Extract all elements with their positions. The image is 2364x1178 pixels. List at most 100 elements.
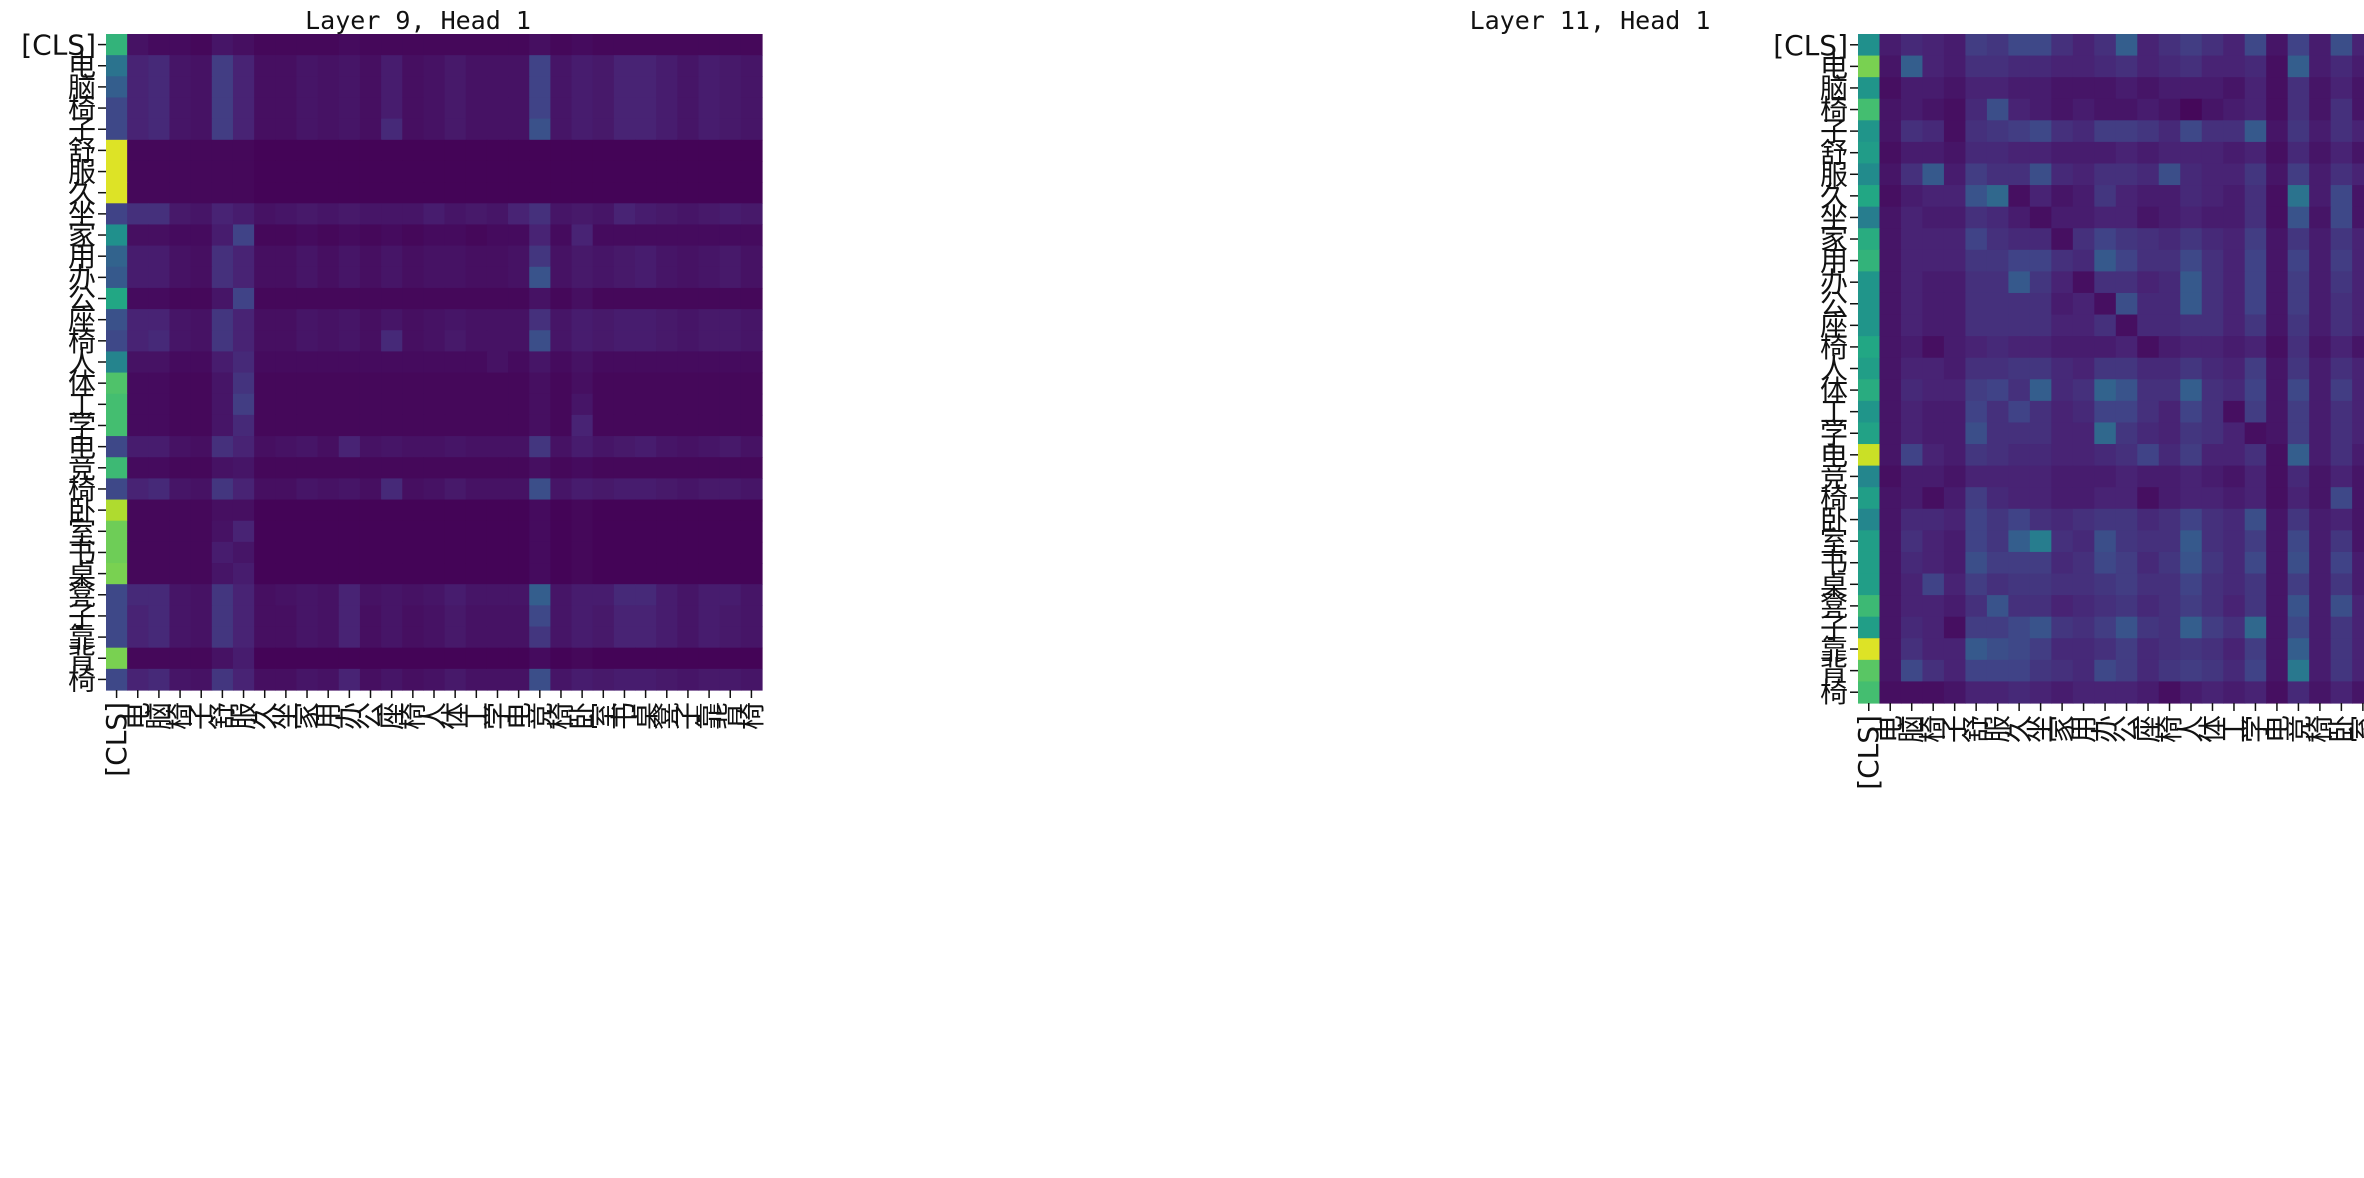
heatmap-cell xyxy=(1922,422,1945,445)
heatmap-cell xyxy=(592,309,615,331)
heatmap-cell xyxy=(2029,141,2052,165)
heatmap-cell xyxy=(1900,120,1924,143)
heatmap-cell xyxy=(2072,34,2095,57)
heatmap-cell xyxy=(2201,573,2224,596)
heatmap-cell xyxy=(719,372,742,395)
heatmap-cell xyxy=(2287,34,2310,57)
heatmap-cell xyxy=(656,224,678,247)
y-tick-label: 卧 xyxy=(1820,504,1848,537)
heatmap-cell xyxy=(169,563,192,585)
heatmap-cell xyxy=(381,584,403,606)
heatmap-cell xyxy=(592,118,615,141)
heatmap-cell xyxy=(2244,185,2267,208)
x-tick-label: 凳 xyxy=(650,702,683,730)
heatmap-cell xyxy=(550,668,573,691)
heatmap-cell xyxy=(529,139,551,162)
heatmap-cell xyxy=(465,584,488,606)
heatmap-cell xyxy=(2029,206,2052,229)
heatmap-cell xyxy=(656,499,678,522)
x-tick-label: 体 xyxy=(2196,715,2229,743)
heatmap-cell xyxy=(677,266,700,289)
heatmap-cell xyxy=(1858,77,1881,100)
heatmap-cell xyxy=(2330,163,2353,186)
heatmap-cell xyxy=(148,76,171,99)
heatmap-cell xyxy=(381,605,403,628)
heatmap-cell xyxy=(1922,206,1945,229)
heatmap-cell xyxy=(444,266,467,289)
heatmap-cell xyxy=(402,203,425,226)
heatmap-cell xyxy=(106,34,128,56)
y-tick-label: 体 xyxy=(68,367,96,400)
heatmap-cell xyxy=(2309,314,2332,337)
heatmap-cell xyxy=(190,457,213,479)
heatmap-cell xyxy=(2330,249,2353,272)
heatmap-cell xyxy=(2266,120,2289,143)
heatmap-cell xyxy=(1943,314,1967,337)
heatmap-cell xyxy=(2223,487,2246,510)
heatmap-cell xyxy=(486,626,509,649)
heatmap-cell xyxy=(2330,638,2353,661)
heatmap-cell xyxy=(2094,616,2117,639)
heatmap-cell xyxy=(1943,292,1967,316)
heatmap-cell xyxy=(1900,616,1924,639)
heatmap-cell xyxy=(2137,681,2160,704)
heatmap-cell xyxy=(592,139,615,162)
heatmap-cell xyxy=(1986,551,2009,575)
heatmap-cell xyxy=(2266,422,2289,445)
heatmap-cell xyxy=(359,393,382,416)
heatmap-cell xyxy=(656,139,678,162)
heatmap-cell xyxy=(381,563,403,585)
heatmap-cell xyxy=(2309,120,2332,143)
heatmap-cell xyxy=(508,203,530,226)
heatmap-cell xyxy=(635,393,657,416)
heatmap-cell xyxy=(635,287,657,310)
heatmap-cell xyxy=(338,499,361,522)
heatmap-cell xyxy=(529,647,551,670)
heatmap-cell xyxy=(486,118,509,141)
heatmap-cell xyxy=(1922,465,1945,488)
heatmap-cell xyxy=(1986,163,2009,186)
heatmap-cell xyxy=(211,668,234,691)
heatmap-cell xyxy=(465,626,488,649)
heatmap-cell xyxy=(2008,357,2031,380)
heatmap-cell xyxy=(2094,163,2117,186)
heatmap-cell xyxy=(2244,530,2267,553)
heatmap-cell xyxy=(254,372,276,395)
heatmap-cell xyxy=(2008,163,2031,186)
heatmap-cell xyxy=(2266,336,2289,359)
heatmap-cell xyxy=(127,139,149,162)
x-tick-label: 卧 xyxy=(2325,715,2358,743)
heatmap-cell xyxy=(2180,185,2203,208)
heatmap-cell xyxy=(2029,249,2052,272)
heatmap-cell xyxy=(317,584,340,606)
heatmap-cell xyxy=(2287,508,2310,531)
heatmap-cell xyxy=(2072,379,2095,402)
heatmap-cell xyxy=(2051,659,2074,683)
heatmap-cell xyxy=(592,605,615,628)
heatmap-cell xyxy=(190,372,213,395)
heatmap-cell xyxy=(698,520,721,543)
heatmap-cell xyxy=(275,182,298,204)
heatmap-cell xyxy=(127,647,149,670)
heatmap-cell xyxy=(2180,249,2203,272)
heatmap-cell xyxy=(106,160,128,183)
heatmap-cell xyxy=(1943,595,1967,618)
heatmap-cell xyxy=(2266,551,2289,575)
heatmap-cell xyxy=(486,541,509,564)
heatmap-cell xyxy=(232,182,255,204)
heatmap-cell xyxy=(465,668,488,691)
y-tick-label: 靠 xyxy=(1820,633,1848,666)
heatmap-cell xyxy=(2330,141,2353,165)
heatmap-cell xyxy=(211,372,234,395)
heatmap-cell xyxy=(2115,530,2138,553)
heatmap-cell xyxy=(2244,77,2267,100)
heatmap-cell xyxy=(2029,444,2052,467)
heatmap-cell xyxy=(465,541,488,564)
heatmap-cell xyxy=(190,266,213,289)
heatmap-cell xyxy=(317,160,340,183)
heatmap-cell xyxy=(211,76,234,99)
heatmap-cell xyxy=(1879,638,1902,661)
heatmap-cell xyxy=(1943,34,1967,57)
heatmap-cell xyxy=(465,266,488,289)
heatmap-cell xyxy=(1965,98,1988,121)
